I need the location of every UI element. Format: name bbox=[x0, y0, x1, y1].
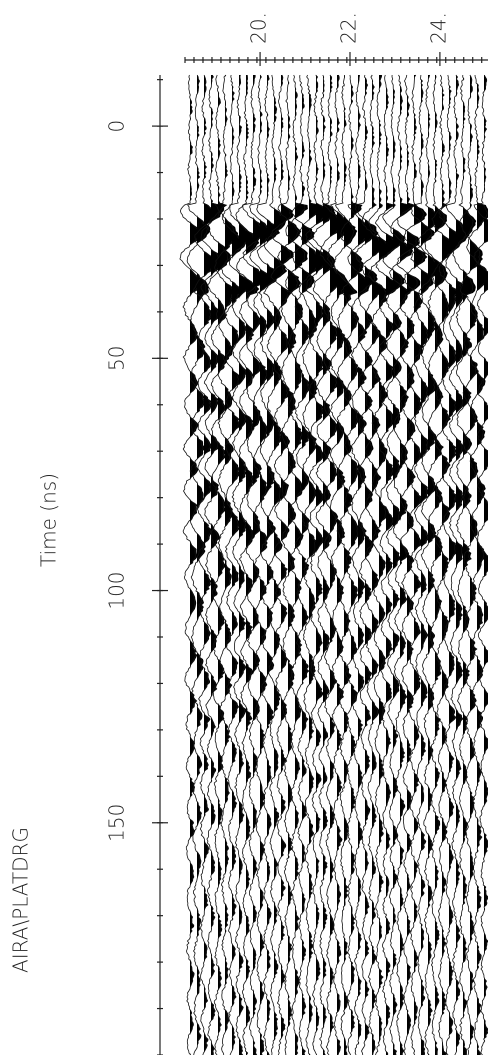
trace bbox=[276, 74, 299, 1055]
trace bbox=[340, 74, 362, 1055]
trace bbox=[200, 74, 222, 1055]
trace-fill bbox=[379, 75, 393, 1055]
trace-fill bbox=[260, 75, 274, 1055]
trace bbox=[262, 74, 285, 1055]
trace-fill bbox=[442, 75, 456, 1055]
trace bbox=[186, 74, 208, 1055]
chart-title: AIRA\PLATDRG bbox=[9, 827, 33, 973]
trace-fill bbox=[386, 75, 400, 1055]
trace bbox=[431, 74, 453, 1055]
trace bbox=[221, 74, 243, 1055]
trace bbox=[249, 74, 271, 1055]
trace-fill bbox=[372, 75, 386, 1055]
trace bbox=[382, 74, 404, 1055]
trace bbox=[319, 74, 341, 1055]
trace bbox=[424, 74, 446, 1055]
trace-fill bbox=[400, 75, 414, 1055]
trace bbox=[452, 74, 474, 1055]
trace-fill bbox=[414, 75, 428, 1055]
trace bbox=[207, 74, 229, 1055]
trace-fill bbox=[365, 75, 379, 1055]
trace-fill bbox=[274, 75, 288, 1055]
trace-fill bbox=[484, 75, 488, 1055]
trace-fill bbox=[281, 75, 294, 1055]
x-tick-label: 24. bbox=[426, 12, 450, 44]
trace bbox=[374, 74, 397, 1055]
y-tick-label: 50 bbox=[105, 346, 129, 371]
trace bbox=[333, 74, 355, 1055]
trace-fill bbox=[477, 75, 488, 1055]
trace bbox=[404, 74, 425, 1055]
trace-fill bbox=[428, 75, 442, 1055]
trace-fill bbox=[239, 75, 253, 1055]
trace-fill bbox=[323, 75, 336, 1055]
y-tick-label: 150 bbox=[105, 804, 129, 842]
trace-fill bbox=[435, 75, 448, 1055]
y-tick-label: 100 bbox=[105, 571, 129, 609]
traces bbox=[179, 74, 488, 1055]
trace-fill bbox=[309, 75, 322, 1055]
trace bbox=[326, 74, 348, 1055]
trace bbox=[354, 74, 376, 1055]
y-tick-label: 0 bbox=[105, 120, 129, 133]
trace bbox=[256, 74, 278, 1055]
x-tick-label: 20. bbox=[247, 12, 271, 44]
trace-fill bbox=[393, 75, 406, 1055]
trace-fill bbox=[197, 75, 211, 1055]
trace bbox=[312, 74, 334, 1055]
trace-fill bbox=[344, 75, 358, 1055]
trace bbox=[305, 74, 327, 1055]
y-axis-label: Time (ns) bbox=[37, 473, 61, 567]
trace bbox=[193, 74, 215, 1055]
trace bbox=[269, 74, 292, 1055]
trace bbox=[285, 74, 306, 1055]
trace bbox=[361, 74, 383, 1055]
trace bbox=[368, 74, 390, 1055]
trace-fill bbox=[253, 75, 267, 1055]
trace bbox=[298, 74, 320, 1055]
x-tick-label: 22. bbox=[336, 12, 360, 44]
trace bbox=[473, 74, 488, 1055]
trace-fill bbox=[288, 75, 302, 1055]
trace bbox=[291, 74, 313, 1055]
trace bbox=[417, 74, 439, 1055]
trace bbox=[389, 74, 411, 1055]
trace-fill bbox=[470, 75, 483, 1055]
trace bbox=[466, 74, 488, 1055]
trace-fill bbox=[267, 75, 281, 1055]
trace-fill bbox=[351, 75, 364, 1055]
